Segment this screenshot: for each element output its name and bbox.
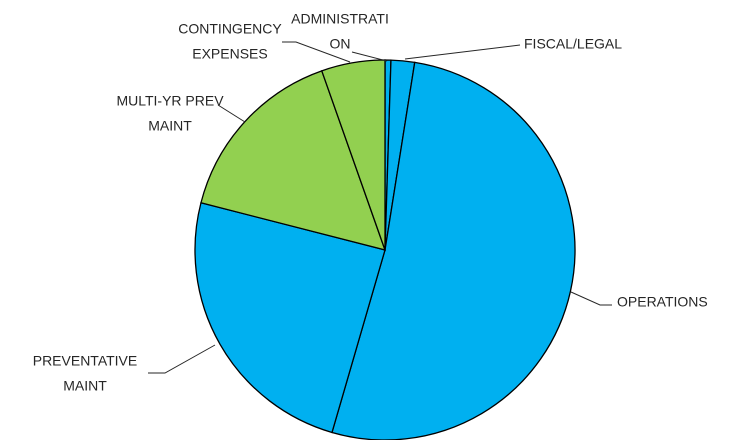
- slice-label: MAINT: [148, 118, 192, 134]
- slice-label: EXPENSES: [192, 46, 267, 62]
- slice-label: ADMINISTRATI: [291, 11, 389, 27]
- leader-line: [217, 104, 246, 123]
- leader-line: [351, 51, 388, 62]
- pie-slice: [331, 61, 576, 440]
- leader-line: [404, 44, 521, 60]
- leader-line: [570, 291, 612, 306]
- slice-label: ON: [330, 36, 351, 52]
- leader-line: [148, 344, 216, 374]
- slice-label: CONTINGENCY: [178, 21, 282, 37]
- slice-label: FISCAL/LEGAL: [524, 36, 622, 52]
- pie-slice: [194, 201, 386, 434]
- slice-label: PREVENTATIVE: [33, 353, 138, 369]
- slice-label: OPERATIONS: [617, 294, 708, 310]
- slice-label: MULTI-YR PREV: [116, 93, 224, 109]
- leader-line: [282, 41, 351, 63]
- slice-label: MAINT: [63, 378, 107, 394]
